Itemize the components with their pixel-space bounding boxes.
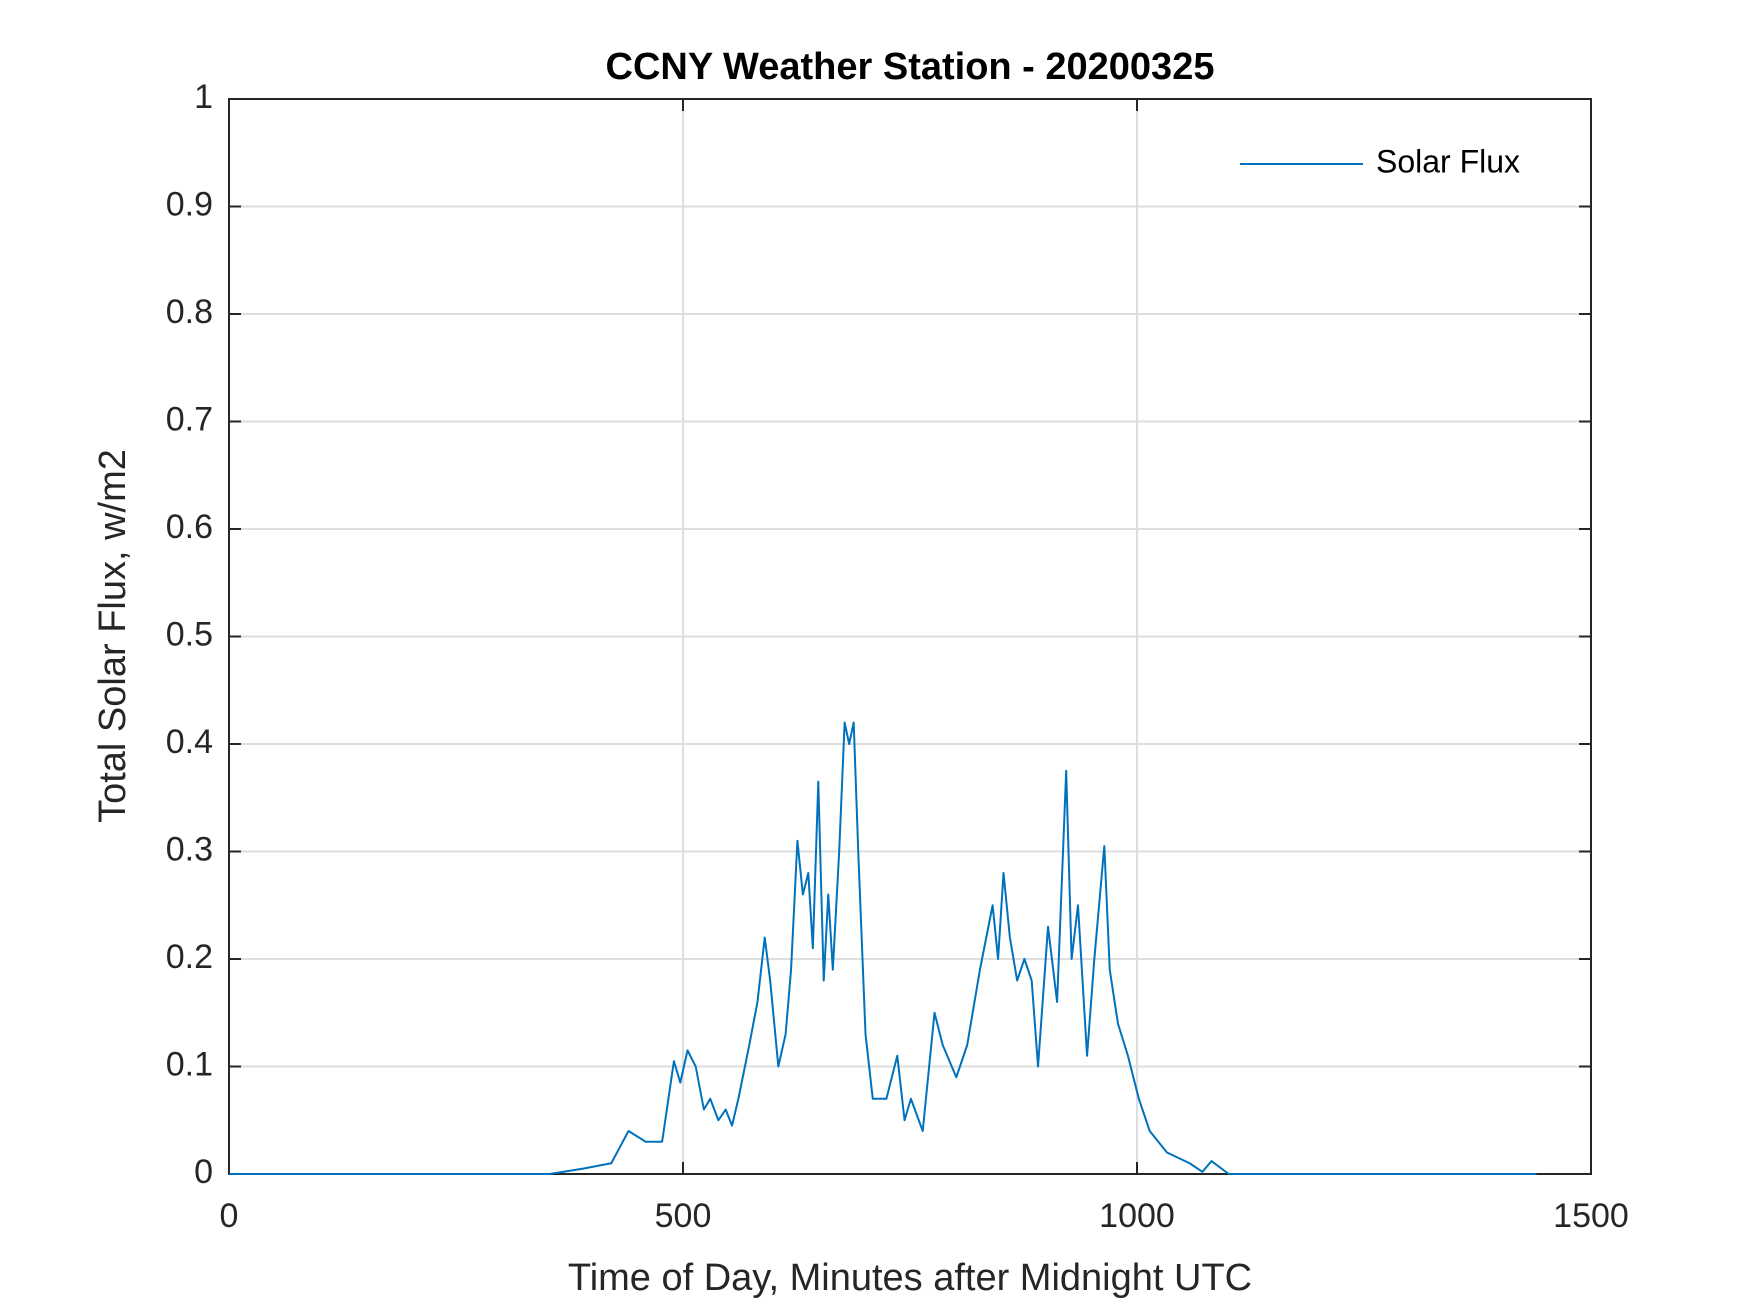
y-tick-label: 1 — [194, 78, 213, 116]
y-tick-label: 0 — [194, 1153, 213, 1191]
y-tick-label: 0.5 — [166, 615, 213, 653]
y-axis-label: Total Solar Flux, w/m2 — [92, 449, 134, 823]
x-tick-label: 0 — [220, 1197, 239, 1235]
legend-label: Solar Flux — [1376, 143, 1520, 179]
x-tick-label: 500 — [655, 1197, 712, 1235]
x-axis-label: Time of Day, Minutes after Midnight UTC — [568, 1257, 1252, 1299]
series-line — [229, 721, 1537, 1175]
y-tick-label: 0.9 — [166, 185, 213, 223]
y-tick-label: 0.1 — [166, 1045, 213, 1083]
y-tick-label: 0.6 — [166, 508, 213, 546]
x-tick-label: 1500 — [1553, 1197, 1629, 1235]
y-tick-label: 0.8 — [166, 293, 213, 331]
plot-frame — [228, 98, 1592, 1175]
y-tick-label: 0.7 — [166, 400, 213, 438]
y-tick-label: 0.4 — [166, 723, 213, 761]
y-tick-label: 0.3 — [166, 830, 213, 868]
chart-title: CCNY Weather Station - 20200325 — [606, 46, 1215, 88]
y-tick-label: 0.2 — [166, 938, 213, 976]
x-tick-label: 1000 — [1099, 1197, 1175, 1235]
